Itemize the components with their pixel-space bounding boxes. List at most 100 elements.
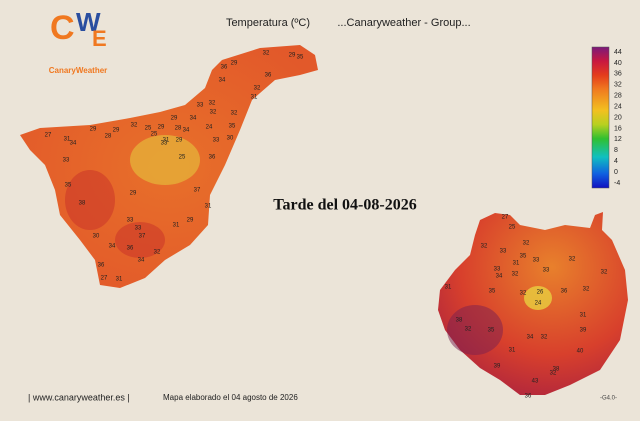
logo-text: CanaryWeather xyxy=(49,66,108,75)
station-temp: 33 xyxy=(533,258,540,264)
station-temp: 36 xyxy=(561,289,568,295)
hot-zone xyxy=(65,170,115,230)
station-temp: 37 xyxy=(194,188,201,194)
colorbar-tick-label: 28 xyxy=(614,93,622,100)
station-temp: 29 xyxy=(171,116,178,122)
hot-zone xyxy=(115,222,165,258)
station-temp: 25 xyxy=(179,155,186,161)
station-temp: 24 xyxy=(206,125,213,131)
station-temp: 26 xyxy=(537,290,544,296)
header-title: Temperatura (ºC) xyxy=(226,17,310,29)
station-temp: 28 xyxy=(105,134,112,140)
logo-letter: W xyxy=(76,7,101,37)
station-temp: 33 xyxy=(127,218,134,224)
station-temp: 30 xyxy=(93,234,100,240)
station-temp: 35 xyxy=(488,328,495,334)
cool-zone xyxy=(130,135,200,185)
station-temp: 34 xyxy=(496,274,503,280)
station-temp: 24 xyxy=(535,301,542,307)
station-temp: 31 xyxy=(513,261,520,267)
station-temp: 33 xyxy=(63,158,70,164)
station-temp: 25 xyxy=(151,132,158,138)
station-temp: 29 xyxy=(130,191,137,197)
station-temp: 37 xyxy=(139,234,146,240)
station-temp: 34 xyxy=(190,116,197,122)
station-temp: 32 xyxy=(481,244,488,250)
colorbar-tick-label: 32 xyxy=(614,82,622,89)
station-temp: 31 xyxy=(64,137,71,143)
station-temp: 36 xyxy=(209,155,216,161)
station-temp: 32 xyxy=(583,287,590,293)
station-temp: 34 xyxy=(527,335,534,341)
station-temp: 38 xyxy=(456,318,463,324)
station-temp: 31 xyxy=(445,285,452,291)
station-temp: 33 xyxy=(135,226,142,232)
station-temp: 39 xyxy=(494,364,501,370)
colorbar-tick-label: 36 xyxy=(614,71,622,78)
station-temp: 36 xyxy=(98,263,105,269)
station-temp: 32 xyxy=(523,241,530,247)
station-temp: 27 xyxy=(101,276,108,282)
station-temp: 36 xyxy=(265,73,272,79)
station-temp: 29 xyxy=(176,138,183,144)
station-temp: 29 xyxy=(231,61,238,67)
station-temp: 32 xyxy=(569,257,576,263)
footer-version: -G4.0- xyxy=(600,396,617,402)
station-temp: 34 xyxy=(138,258,145,264)
station-temp: 43 xyxy=(532,379,539,385)
station-temp: 31 xyxy=(205,204,212,210)
logo: C W E CanaryWeather xyxy=(49,7,108,75)
station-temp: 32 xyxy=(263,51,270,57)
station-temp: 38 xyxy=(79,201,86,207)
cool-zone xyxy=(524,286,552,310)
colorbar-tick-label: 16 xyxy=(614,125,622,132)
map-title: Tarde del 04-08-2026 xyxy=(273,197,416,214)
colorbar-tick-label: -4 xyxy=(614,180,620,187)
station-temp: 34 xyxy=(70,141,77,147)
station-temp: 31 xyxy=(163,138,170,144)
station-temp: 29 xyxy=(158,125,165,131)
station-temp: 32 xyxy=(541,335,548,341)
station-temp: 29 xyxy=(289,53,296,59)
station-temp: 31 xyxy=(173,223,180,229)
station-temp: 29 xyxy=(90,127,97,133)
station-temp: 33 xyxy=(500,249,507,255)
station-temp: 35 xyxy=(520,254,527,260)
station-temp: 29 xyxy=(113,128,120,134)
header-group: ...Canaryweather - Group... xyxy=(337,17,470,29)
colorbar-tick-label: 44 xyxy=(614,49,622,56)
station-temp: 27 xyxy=(45,133,52,139)
station-temp: 32 xyxy=(512,272,519,278)
station-temp: 28 xyxy=(175,126,182,132)
station-temp: 30 xyxy=(227,136,234,142)
station-temp: 33 xyxy=(197,103,204,109)
station-temp: 36 xyxy=(127,246,134,252)
station-temp: 27 xyxy=(502,215,509,221)
station-temp: 36 xyxy=(221,65,228,71)
colorbar-tick-label: 8 xyxy=(614,147,618,154)
footer-note: Mapa elaborado el 04 agosto de 2026 xyxy=(163,393,298,402)
station-temp: 31 xyxy=(116,277,123,283)
station-temp: 25 xyxy=(145,126,152,132)
station-temp: 32 xyxy=(520,291,527,297)
station-temp: 39 xyxy=(580,328,587,334)
station-temp: 31 xyxy=(251,95,258,101)
station-temp: 32 xyxy=(210,110,217,116)
station-temp: 35 xyxy=(297,55,304,61)
colorbar xyxy=(591,46,610,189)
station-temp: 31 xyxy=(580,313,587,319)
logo-letter: C xyxy=(50,9,75,47)
colorbar-tick-label: 20 xyxy=(614,114,622,121)
station-temp: 32 xyxy=(254,86,261,92)
footer-url[interactable]: | www.canaryweather.es | xyxy=(28,392,130,402)
station-temp: 33 xyxy=(543,268,550,274)
station-temp: 32 xyxy=(601,270,608,276)
station-temp: 33 xyxy=(494,267,501,273)
station-temp: 32 xyxy=(154,250,161,256)
station-temp: 40 xyxy=(577,349,584,355)
colorbar-tick-label: 40 xyxy=(614,60,622,67)
station-temp: 35 xyxy=(229,124,236,130)
station-temp: 35 xyxy=(489,289,496,295)
